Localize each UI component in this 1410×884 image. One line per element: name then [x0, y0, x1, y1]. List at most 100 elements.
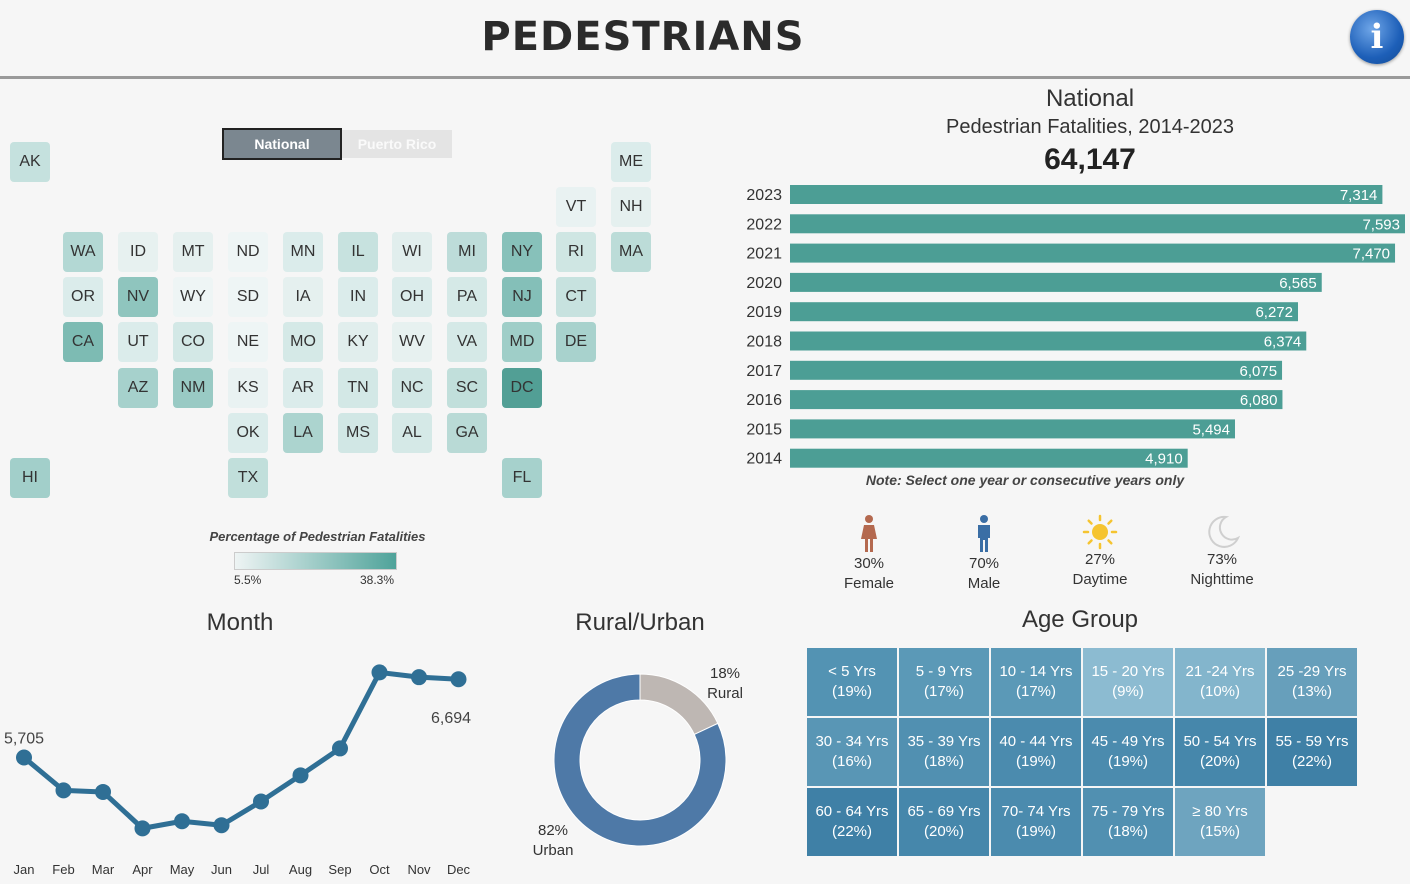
state-tile-sc[interactable]: SC — [447, 368, 487, 408]
state-tile-id[interactable]: ID — [118, 232, 158, 272]
year-bar[interactable] — [790, 272, 1322, 292]
female-stat[interactable]: 30% Female — [819, 512, 919, 594]
state-tile-ma[interactable]: MA — [611, 232, 651, 272]
month-point[interactable] — [371, 664, 388, 681]
state-tile-wa[interactable]: WA — [63, 232, 103, 272]
month-point[interactable] — [134, 820, 151, 837]
state-tile-al[interactable]: AL — [392, 413, 432, 453]
state-tile-ny[interactable]: NY — [502, 232, 542, 272]
daytime-stat[interactable]: 27% Daytime — [1050, 512, 1150, 590]
state-tile-az[interactable]: AZ — [118, 368, 158, 408]
age-group-cell[interactable]: 5 - 9 Yrs (17%) — [899, 648, 989, 716]
state-tile-tx[interactable]: TX — [228, 458, 268, 498]
state-tile-vt[interactable]: VT — [556, 187, 596, 227]
age-group-cell[interactable]: 55 - 59 Yrs (22%) — [1267, 718, 1357, 786]
year-bar[interactable] — [790, 360, 1283, 380]
state-tile-in[interactable]: IN — [338, 277, 378, 317]
state-tile-hi[interactable]: HI — [10, 458, 50, 498]
state-tile-ms[interactable]: MS — [338, 413, 378, 453]
age-group-cell[interactable]: 35 - 39 Yrs (18%) — [899, 718, 989, 786]
state-tile-la[interactable]: LA — [283, 413, 323, 453]
state-tile-ks[interactable]: KS — [228, 368, 268, 408]
state-tile-dc[interactable]: DC — [502, 368, 542, 408]
state-tile-ok[interactable]: OK — [228, 413, 268, 453]
year-bar[interactable] — [790, 185, 1383, 204]
age-group-cell[interactable]: 30 - 34 Yrs (16%) — [807, 718, 897, 786]
month-point[interactable] — [450, 671, 467, 688]
year-bar[interactable] — [790, 243, 1396, 263]
state-tile-nh[interactable]: NH — [611, 187, 651, 227]
state-tile-wi[interactable]: WI — [392, 232, 432, 272]
state-tile-tn[interactable]: TN — [338, 368, 378, 408]
state-tile-oh[interactable]: OH — [392, 277, 432, 317]
month-point[interactable] — [213, 817, 230, 834]
age-group-cell[interactable]: 70- 74 Yrs (19%) — [991, 788, 1081, 856]
month-point[interactable] — [16, 749, 32, 766]
age-group-cell[interactable]: 21 -24 Yrs (10%) — [1175, 648, 1265, 716]
state-tile-mn[interactable]: MN — [283, 232, 323, 272]
month-point[interactable] — [95, 783, 111, 800]
state-tile-nc[interactable]: NC — [392, 368, 432, 408]
yearly-fatalities-bar-chart[interactable]: 2023 7,314 2022 7,593 2021 7,470 2020 6,565 2019… — [730, 180, 1410, 472]
state-tile-wv[interactable]: WV — [392, 322, 432, 362]
month-point[interactable] — [253, 793, 269, 810]
state-tile-ky[interactable]: KY — [338, 322, 378, 362]
age-group-cell[interactable]: 40 - 44 Yrs (19%) — [991, 718, 1081, 786]
state-tile-co[interactable]: CO — [173, 322, 213, 362]
age-group-cell[interactable]: 60 - 64 Yrs (22%) — [807, 788, 897, 856]
puerto-rico-toggle-button[interactable]: Puerto Rico — [342, 130, 452, 158]
month-point[interactable] — [411, 669, 427, 686]
age-group-cell[interactable]: 75 - 79 Yrs (18%) — [1083, 788, 1173, 856]
state-tile-nd[interactable]: ND — [228, 232, 268, 272]
month-line-chart[interactable]: Jan Feb Mar Apr May Jun Jul Aug Sep Oct Nov Dec 5,70… — [0, 640, 520, 884]
month-point[interactable] — [174, 813, 190, 830]
month-point[interactable] — [55, 782, 72, 799]
year-bar[interactable] — [790, 448, 1188, 468]
state-tile-mo[interactable]: MO — [283, 322, 323, 362]
state-tile-md[interactable]: MD — [502, 322, 542, 362]
state-tile-il[interactable]: IL — [338, 232, 378, 272]
state-tile-me[interactable]: ME — [611, 142, 651, 182]
state-tile-wy[interactable]: WY — [173, 277, 213, 317]
state-tile-nj[interactable]: NJ — [502, 277, 542, 317]
state-tile-or[interactable]: OR — [63, 277, 103, 317]
age-group-cell[interactable]: 25 -29 Yrs (13%) — [1267, 648, 1357, 716]
info-icon[interactable]: i — [1350, 10, 1404, 64]
state-tile-va[interactable]: VA — [447, 322, 487, 362]
state-tile-ri[interactable]: RI — [556, 232, 596, 272]
state-tile-ca[interactable]: CA — [63, 322, 103, 362]
age-group-cell[interactable]: 45 - 49 Yrs (19%) — [1083, 718, 1173, 786]
donut-slice-urban[interactable] — [553, 673, 727, 847]
state-tile-ne[interactable]: NE — [228, 322, 268, 362]
age-group-cell[interactable]: 65 - 69 Yrs (20%) — [899, 788, 989, 856]
state-tile-ak[interactable]: AK — [10, 142, 50, 182]
age-group-cell[interactable]: < 5 Yrs (19%) — [807, 648, 897, 716]
year-bar[interactable] — [790, 390, 1283, 410]
age-group-cell[interactable]: 50 - 54 Yrs (20%) — [1175, 718, 1265, 786]
state-tile-ct[interactable]: CT — [556, 277, 596, 317]
year-bar[interactable] — [790, 214, 1405, 234]
state-tile-ia[interactable]: IA — [283, 277, 323, 317]
year-bar[interactable] — [790, 331, 1307, 351]
state-tile-ut[interactable]: UT — [118, 322, 158, 362]
month-point[interactable] — [292, 767, 309, 784]
state-tile-ga[interactable]: GA — [447, 413, 487, 453]
year-bar[interactable] — [790, 302, 1299, 322]
state-tile-mt[interactable]: MT — [173, 232, 213, 272]
state-tile-pa[interactable]: PA — [447, 277, 487, 317]
rural-urban-donut-chart[interactable] — [540, 660, 740, 860]
state-tile-fl[interactable]: FL — [502, 458, 542, 498]
age-group-cell[interactable]: 10 - 14 Yrs (17%) — [991, 648, 1081, 716]
state-tile-sd[interactable]: SD — [228, 277, 268, 317]
state-tile-nm[interactable]: NM — [173, 368, 213, 408]
year-bar[interactable] — [790, 419, 1235, 439]
nighttime-stat[interactable]: 73% Nighttime — [1172, 512, 1272, 590]
state-tile-ar[interactable]: AR — [283, 368, 323, 408]
national-toggle-button[interactable]: National — [222, 128, 342, 160]
month-point[interactable] — [332, 740, 348, 757]
state-tile-nv[interactable]: NV — [118, 277, 158, 317]
age-group-cell[interactable]: 15 - 20 Yrs (9%) — [1083, 648, 1173, 716]
state-tile-mi[interactable]: MI — [447, 232, 487, 272]
male-stat[interactable]: 70% Male — [934, 512, 1034, 594]
age-group-cell[interactable]: ≥ 80 Yrs (15%) — [1175, 788, 1265, 856]
